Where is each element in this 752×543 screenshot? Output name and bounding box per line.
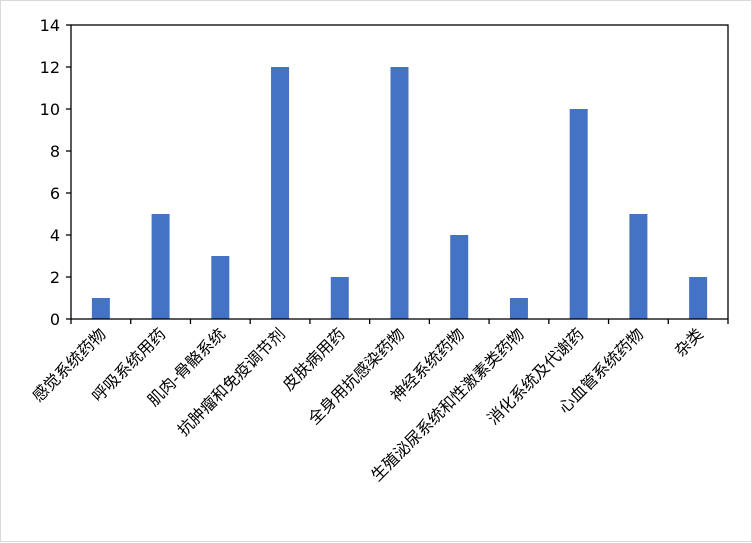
x-category-label-10: 杂类 <box>671 324 707 360</box>
bar-1 <box>151 214 170 319</box>
bar-10 <box>689 277 708 319</box>
bars-group <box>91 67 708 319</box>
axes-group <box>66 24 729 324</box>
y-tick-label-5: 10 <box>40 100 60 119</box>
bar-4 <box>330 277 349 319</box>
bar-3 <box>271 67 290 319</box>
y-tick-label-2: 4 <box>50 226 60 245</box>
y-tick-label-7: 14 <box>40 16 60 35</box>
bar-6 <box>450 235 469 319</box>
bar-8 <box>569 109 588 319</box>
y-tick-label-3: 6 <box>50 184 60 203</box>
bar-0 <box>91 298 110 319</box>
y-tick-label-0: 0 <box>50 310 60 329</box>
y-tick-label-1: 2 <box>50 268 60 287</box>
plot-area-border <box>70 24 729 320</box>
x-category-labels: 感觉系统药物呼吸系统用药肌肉-骨骼系统抗肿瘤和免疫调节剂皮肤病用药全身用抗感染药… <box>28 324 707 485</box>
bar-7 <box>509 298 528 319</box>
bar-2 <box>211 256 230 319</box>
y-tick-label-6: 12 <box>40 58 60 77</box>
x-category-label-3: 抗肿瘤和免疫调节剂 <box>174 324 289 439</box>
bar-9 <box>629 214 648 319</box>
y-tick-labels: 0 2 4 6 8 10 12 14 <box>40 16 60 329</box>
bar-5 <box>390 67 409 319</box>
y-tick-label-4: 8 <box>50 142 60 161</box>
